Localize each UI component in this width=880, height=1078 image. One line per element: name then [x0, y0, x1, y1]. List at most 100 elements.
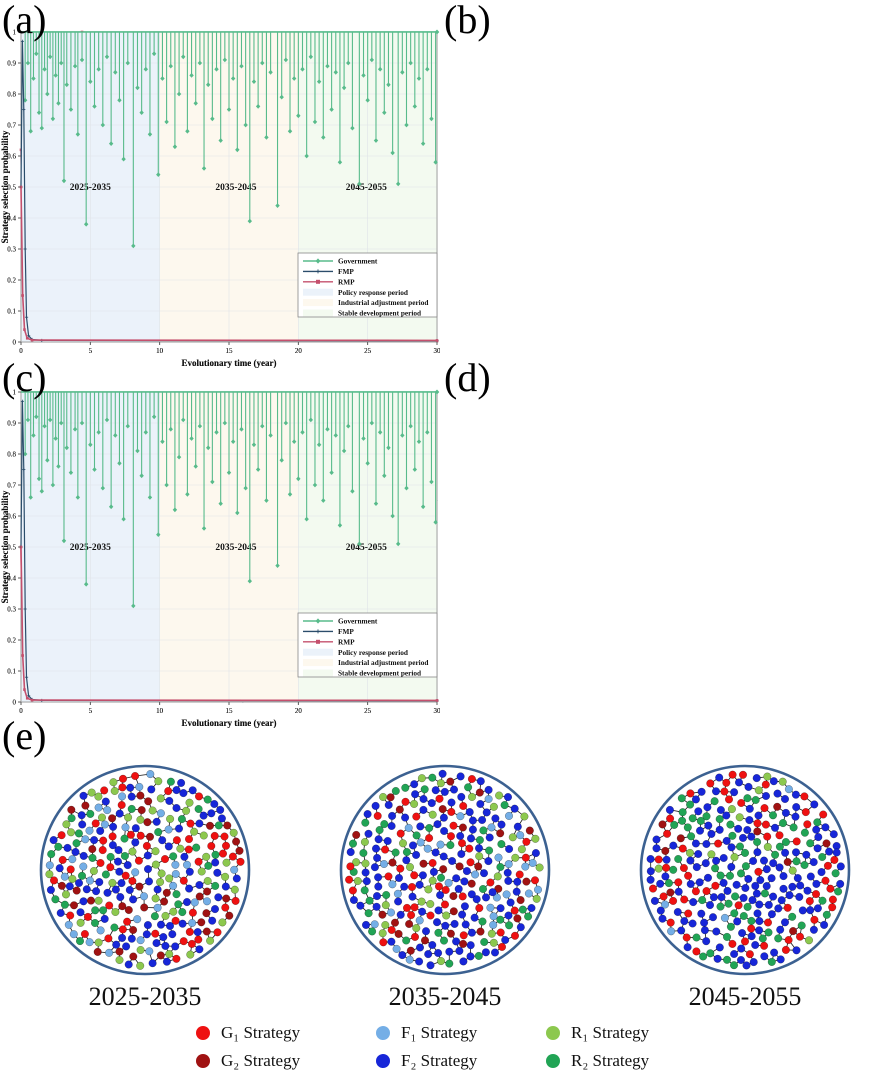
y-axis-title: Strategy selection probability — [0, 130, 10, 243]
y-tick-label: 0 — [13, 338, 17, 346]
g1-strategy-dot-icon — [196, 1026, 210, 1040]
y-axis-title: Strategy selection probability — [0, 130, 10, 243]
y-tick-label: 0.1 — [7, 307, 16, 315]
legend-item-g2-strategy: G₂ Strategy — [196, 1050, 300, 1072]
x-tick-label: 15 — [226, 707, 234, 715]
network-circle-2045-2055 — [639, 764, 851, 976]
x-tick-label: 30 — [434, 347, 441, 355]
x-tick-label: 30 — [434, 347, 441, 355]
y-tick-label: 0.2 — [7, 636, 16, 644]
x-tick-label: 10 — [156, 707, 164, 715]
svg-text:RMP: RMP — [338, 637, 355, 646]
g1-strategy-label: G₁ Strategy — [221, 1023, 301, 1042]
axis-ticks: 0 5 10 15 20 25 30 0 0.1 0.2 0.3 0.4 0.5 0.6 0.7 0.8 0.9… — [7, 28, 440, 355]
x-axis-title: Evolutionary time (year) — [182, 718, 277, 728]
x-tick-label: 20 — [295, 707, 303, 715]
y-tick-label: 0.8 — [7, 450, 16, 458]
legend-item-f2-strategy: F₂ Strategy — [376, 1050, 477, 1072]
series-government — [21, 29, 440, 249]
panel-label-c: (c) — [2, 355, 47, 400]
y-tick-label: 0.4 — [7, 574, 16, 582]
y-tick-label: 0.8 — [7, 90, 16, 98]
legend-item-r1-strategy: R₁ Strategy — [546, 1022, 649, 1044]
y-tick-label: 0.7 — [7, 121, 16, 129]
x-tick-label: 10 — [156, 347, 164, 355]
x-tick-label: 30 — [434, 707, 441, 715]
network-label-2035-2045: 2035-2045 — [388, 982, 502, 1011]
x-tick-label: 25 — [364, 707, 372, 715]
axis-ticks: 0 5 10 15 20 25 30 0 0.1 0.2 0.3 0.4 0.5 0.6 0.7 0.8 0.9… — [7, 28, 440, 355]
network-diagrams — [39, 764, 851, 976]
y-tick-label: 0.6 — [7, 152, 16, 160]
network-nodes — [646, 770, 845, 970]
y-tick-label: 0.3 — [7, 245, 16, 253]
period-labels: 2025-2035 2035-2045 2045-2055 — [70, 543, 387, 553]
y-tick-label: 0 — [13, 698, 17, 706]
panel-label-e: (e) — [2, 713, 47, 758]
y-tick-label: 0.7 — [7, 481, 16, 489]
svg-text:Government: Government — [338, 617, 378, 626]
f1-strategy-dot-icon — [376, 1026, 390, 1040]
x-tick-label: 10 — [156, 707, 164, 715]
y-tick-label: 0.8 — [7, 90, 16, 98]
x-tick-label: 5 — [89, 707, 93, 715]
svg-text:Industrial adjustment period: Industrial adjustment period — [338, 658, 428, 667]
y-tick-label: 0.5 — [7, 543, 16, 551]
y-tick-label: 1 — [13, 28, 17, 36]
f2-strategy-label: F₂ Strategy — [401, 1051, 478, 1070]
legend-item-r2-strategy: R₂ Strategy — [546, 1050, 649, 1072]
svg-text:Policy response period: Policy response period — [338, 648, 408, 657]
y-tick-label: 0.1 — [7, 667, 16, 675]
x-tick-label: 0 — [19, 707, 23, 715]
g2-strategy-dot-icon — [196, 1054, 210, 1068]
y-tick-label: 0.2 — [7, 276, 16, 284]
x-tick-label: 25 — [364, 707, 372, 715]
y-tick-label: 0.3 — [7, 605, 16, 613]
svg-text:FMP: FMP — [338, 627, 354, 636]
svg-text:2025-2035: 2025-2035 — [70, 183, 111, 193]
y-tick-label: 0.3 — [7, 245, 16, 253]
y-tick-label: 0.9 — [7, 419, 16, 427]
r1-strategy-dot-icon — [546, 1026, 560, 1040]
x-tick-label: 5 — [89, 347, 93, 355]
x-tick-label: 5 — [89, 347, 93, 355]
svg-text:2045-2055: 2045-2055 — [346, 543, 387, 553]
x-tick-label: 20 — [295, 707, 303, 715]
x-tick-label: 25 — [364, 347, 372, 355]
svg-text:Policy response period: Policy response period — [338, 288, 408, 297]
network-label-2025-2035: 2025-2035 — [88, 982, 202, 1011]
y-tick-label: 1 — [13, 28, 17, 36]
r2-strategy-label: R₂ Strategy — [571, 1051, 650, 1070]
y-tick-label: 0.3 — [7, 605, 16, 613]
network-boundary — [639, 764, 851, 976]
x-tick-label: 15 — [226, 707, 234, 715]
y-tick-label: 0.4 — [7, 574, 16, 582]
f2-strategy-dot-icon — [376, 1054, 390, 1068]
y-tick-label: 0.2 — [7, 636, 16, 644]
svg-text:Stable development period: Stable development period — [338, 309, 421, 318]
network-nodes — [345, 769, 544, 970]
x-tick-label: 0 — [19, 347, 23, 355]
network-boundary — [39, 764, 251, 976]
y-tick-label: 0.5 — [7, 183, 16, 191]
g2-strategy-label: G₂ Strategy — [221, 1051, 301, 1070]
x-axis-title: Evolutionary time (year) — [182, 358, 277, 368]
network-circle-2025-2035 — [39, 764, 251, 976]
svg-text:2025-2035: 2025-2035 — [70, 543, 111, 553]
svg-text:Stable development period: Stable development period — [338, 669, 421, 678]
y-tick-label: 1 — [13, 388, 17, 396]
legend-item-f1-strategy: F₁ Strategy — [376, 1022, 477, 1044]
x-axis-title: Evolutionary time (year) — [182, 358, 277, 368]
y-tick-label: 0.1 — [7, 307, 16, 315]
svg-text:FMP: FMP — [338, 267, 354, 276]
panel-label-b: (b) — [444, 0, 491, 42]
panel-label-a: (a) — [2, 0, 47, 42]
y-tick-label: 0.5 — [7, 183, 16, 191]
x-tick-label: 20 — [295, 347, 303, 355]
x-tick-label: 30 — [434, 707, 441, 715]
x-tick-label: 0 — [19, 347, 23, 355]
